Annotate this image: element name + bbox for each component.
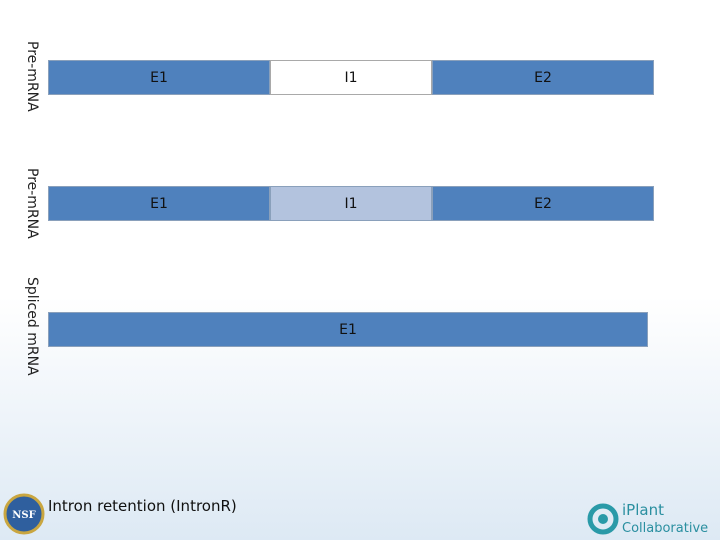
row-label: Pre-mRNA (24, 40, 40, 112)
iplant-logo: iPlant Collaborative (587, 501, 708, 536)
exon: E1 (48, 312, 648, 347)
logo-circle (3, 493, 45, 535)
row-label: Spliced mRNA (24, 276, 40, 376)
logo-text: NSF (12, 510, 35, 521)
exon: E1 (48, 60, 270, 95)
exon: E2 (432, 60, 654, 95)
logo-mark (587, 503, 619, 535)
intron: I1 (270, 60, 432, 95)
row-label: Pre-mRNA (24, 167, 40, 239)
caption: Intron retention (IntronR) (48, 497, 237, 515)
intron: I1 (270, 186, 432, 221)
exon: E2 (432, 186, 654, 221)
logo-text: iPlant (622, 501, 664, 519)
logo-mark (598, 514, 608, 524)
logo-text: Collaborative (622, 521, 708, 536)
nsf-logo: NSF (3, 493, 45, 535)
exon: E1 (48, 186, 270, 221)
